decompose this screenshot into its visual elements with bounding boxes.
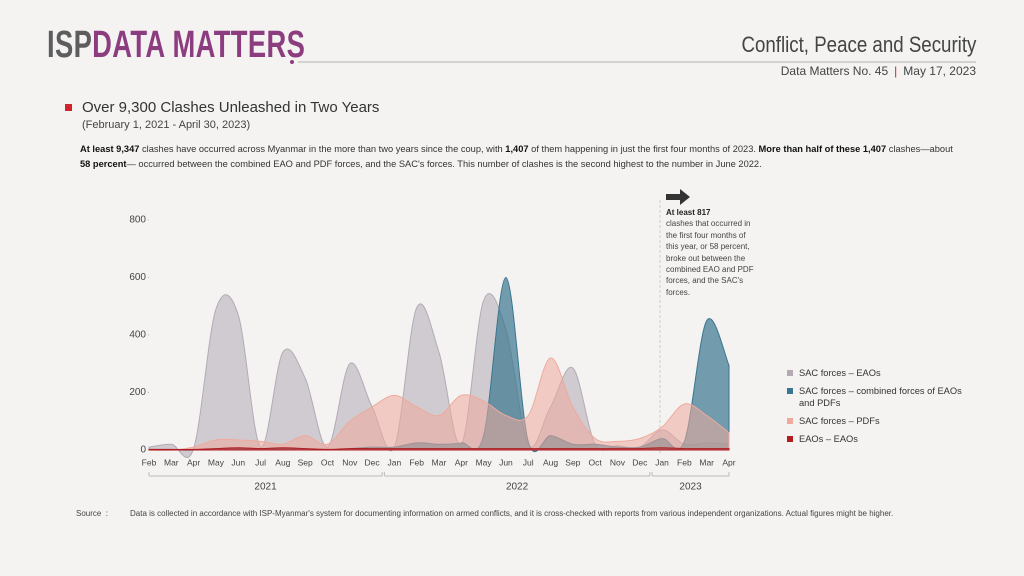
legend-swatch	[787, 418, 793, 424]
paragraph-segment: 1,407	[505, 144, 529, 154]
x-tick-label: Jun	[499, 457, 513, 467]
legend-swatch	[787, 436, 793, 442]
legend: SAC forces – EAOs SAC forces – combined f…	[787, 367, 962, 451]
issue-date: May 17, 2023	[903, 64, 976, 78]
brand-first: ISP	[47, 24, 93, 66]
heading-title: Over 9,300 Clashes Unleashed in Two Year…	[82, 99, 380, 116]
x-tick-label: Nov	[610, 457, 626, 467]
paragraph-segment: clashes have occurred across Myanmar in …	[139, 144, 506, 154]
x-tick-label: Apr	[455, 457, 468, 467]
paragraph-segment: More than half of these 1,407	[758, 144, 887, 154]
x-tick-label: May	[208, 457, 225, 467]
legend-item: SAC forces – combined forces of EAOs and…	[787, 385, 962, 409]
paragraph-segment: 58 percent	[80, 159, 127, 169]
annotation-arrow	[666, 189, 690, 205]
x-tick-label: Oct	[589, 457, 603, 467]
annotation: At least 817 clashes that occurred in the…	[666, 207, 754, 298]
source-text: Data is collected in accordance with ISP…	[130, 509, 894, 518]
brand-dot	[290, 60, 294, 64]
x-tick-label: Aug	[543, 457, 558, 467]
x-tick-label: Jun	[231, 457, 245, 467]
issue-info: Data Matters No. 45 | May 17, 2023	[781, 64, 976, 78]
legend-label: SAC forces – PDFs	[799, 416, 880, 426]
paragraph-segment: — occurred between the combined EAO and …	[126, 159, 762, 169]
x-tick-label: Mar	[164, 457, 179, 467]
legend-swatch	[787, 388, 793, 394]
header-rule	[290, 60, 976, 64]
brand-second: DATA MATTERS	[92, 24, 306, 66]
chart: 0 200 400 600 800 Feb Mar Apr May Jun Jul Aug Sep Oct…	[129, 189, 736, 493]
legend-item: SAC forces – EAOs	[787, 367, 962, 379]
x-tick-label: Jul	[255, 457, 266, 467]
x-tick-label: Nov	[342, 457, 358, 467]
x-tick-label: Feb	[142, 457, 157, 467]
legend-label: SAC forces – EAOs	[799, 368, 881, 378]
series-area	[148, 447, 730, 451]
issue-number: Data Matters No. 45	[780, 64, 889, 78]
x-tick-label: Feb	[409, 457, 424, 467]
y-tick-label: 800	[129, 215, 146, 226]
source-label-text: Source	[76, 509, 102, 518]
year-label: 2021	[254, 482, 277, 493]
x-tick-label: Dec	[632, 457, 648, 467]
year-label: 2022	[506, 482, 529, 493]
x-tick-label: Feb	[677, 457, 692, 467]
year-label: 2023	[679, 482, 702, 493]
x-tick-label: Oct	[321, 457, 335, 467]
separator: |	[894, 64, 898, 78]
section-title: Conflict, Peace and Security	[741, 32, 976, 57]
summary-paragraph: At least 9,347 clashes have occurred acr…	[80, 142, 965, 172]
heading-period: (February 1, 2021 - April 30, 2023)	[82, 119, 251, 131]
x-tick-label: Jul	[523, 457, 534, 467]
paragraph-segment: of them happening in just the first four…	[528, 144, 759, 154]
x-tick-label: May	[476, 457, 493, 467]
y-tick-label: 600	[129, 272, 146, 283]
legend-label: SAC forces – combined forces of EAOs and…	[799, 386, 962, 408]
series-area	[148, 357, 730, 451]
annotation-text: clashes that occurred in the first four …	[666, 219, 754, 297]
annotation-bold: At least 817	[666, 208, 711, 217]
x-tick-label: Jan	[388, 457, 402, 467]
source-label: Source :	[76, 509, 109, 518]
bullet	[65, 104, 72, 111]
paragraph-segment: clashes—about	[886, 144, 953, 154]
bullet-square	[65, 104, 72, 111]
x-tick-label: Dec	[365, 457, 381, 467]
y-tick-label: 200	[129, 387, 146, 398]
x-tick-label: Sep	[298, 457, 313, 467]
legend-item: EAOs – EAOs	[787, 433, 962, 445]
x-tick-label: Apr	[722, 457, 735, 467]
x-tick-label: Aug	[275, 457, 290, 467]
x-tick-label: Apr	[187, 457, 200, 467]
y-tick-label: 400	[129, 330, 146, 341]
y-tick-label: 0	[140, 445, 146, 456]
x-tick-label: Mar	[432, 457, 447, 467]
legend-label: EAOs – EAOs	[799, 434, 858, 444]
paragraph-segment: At least 9,347	[80, 144, 140, 154]
legend-item: SAC forces – PDFs	[787, 415, 962, 427]
x-tick-label: Sep	[565, 457, 580, 467]
brand: ISPDATA MATTERS	[47, 24, 305, 67]
x-tick-label: Jan	[655, 457, 669, 467]
legend-swatch	[787, 370, 793, 376]
x-tick-label: Mar	[699, 457, 714, 467]
